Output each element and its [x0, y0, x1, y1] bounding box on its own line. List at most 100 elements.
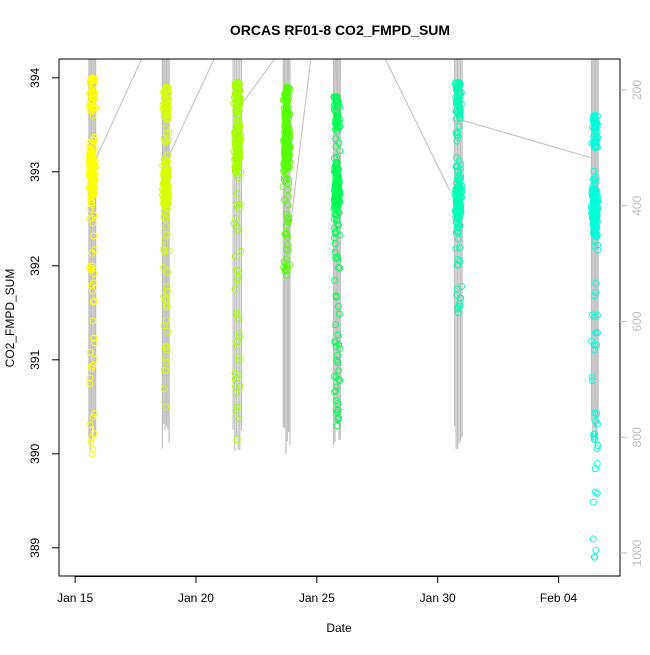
data-point [284, 192, 292, 200]
flight-series-rf01 [85, 74, 100, 458]
data-point [235, 356, 243, 364]
data-point [283, 211, 291, 218]
data-point [233, 311, 241, 319]
data-point [163, 84, 171, 92]
data-point [455, 122, 463, 130]
data-point [332, 120, 340, 128]
data-point [92, 104, 100, 112]
data-point [90, 211, 98, 219]
data-point [89, 413, 97, 421]
data-point [88, 159, 96, 167]
data-point [284, 145, 291, 153]
data-point [87, 156, 95, 164]
data-point [233, 101, 241, 109]
data-point [336, 231, 344, 239]
data-point [332, 383, 340, 391]
data-point [285, 175, 293, 183]
y-tick-label: 390 [28, 443, 42, 463]
data-point [235, 118, 243, 126]
y-tick-label: 394 [28, 67, 42, 87]
data-point [234, 120, 242, 128]
data-point [590, 292, 598, 300]
data-point [333, 253, 341, 261]
data-point [162, 98, 170, 106]
data-point [235, 205, 243, 213]
data-point [330, 234, 338, 242]
data-point [234, 113, 242, 121]
data-point [283, 83, 291, 91]
data-point [590, 167, 598, 175]
data-point [335, 178, 343, 186]
data-point [88, 74, 96, 82]
data-point [86, 215, 94, 223]
data-point [234, 105, 242, 113]
data-point [87, 99, 95, 107]
data-point [335, 414, 343, 421]
data-point [590, 223, 598, 231]
data-point [86, 205, 94, 213]
data-point [453, 154, 460, 162]
data-point [284, 142, 292, 150]
data-point [335, 367, 343, 375]
data-point [336, 264, 344, 272]
flight-series-rf06 [451, 79, 466, 317]
data-point [591, 430, 599, 438]
y-tick-label: 391 [28, 349, 42, 369]
data-point [284, 201, 292, 209]
data-point [331, 182, 339, 190]
data-point [332, 292, 340, 300]
data-point [452, 163, 460, 171]
data-point [234, 267, 241, 275]
data-point [333, 211, 341, 219]
data-point [456, 115, 464, 123]
data-point [160, 134, 168, 142]
x-tick-label: Jan 25 [299, 591, 335, 605]
data-point [88, 445, 96, 453]
data-point [160, 213, 168, 221]
data-point [284, 218, 292, 226]
data-point [90, 355, 98, 363]
data-point [333, 200, 341, 208]
data-point [232, 137, 240, 145]
data-point [162, 403, 170, 411]
data-point [233, 79, 241, 86]
data-point [235, 371, 243, 379]
transit-line [461, 119, 591, 159]
data-point [593, 329, 601, 336]
data-point [452, 184, 460, 192]
data-point [162, 295, 170, 303]
data-point [161, 93, 169, 101]
data-point [453, 131, 461, 139]
data-point [284, 112, 292, 120]
data-point [89, 317, 97, 325]
data-point [331, 249, 339, 256]
data-point [590, 341, 598, 349]
data-point [592, 279, 600, 287]
data-point [334, 164, 341, 172]
data-point [283, 165, 291, 173]
data-point [594, 112, 601, 120]
data-point [162, 161, 170, 169]
data-point [452, 93, 460, 101]
data-point [454, 166, 462, 174]
data-point [592, 417, 599, 425]
data-point [332, 387, 340, 395]
data-point [232, 93, 240, 101]
data-point [233, 436, 241, 444]
y2-tick-label: 200 [630, 80, 644, 100]
data-point [234, 273, 242, 281]
data-point [90, 176, 98, 184]
data-point [283, 96, 290, 104]
data-point [332, 135, 340, 143]
data-point [593, 445, 601, 453]
transit-line [384, 58, 451, 191]
data-point [334, 400, 342, 408]
data-point [164, 268, 171, 276]
data-point [331, 277, 339, 284]
x-axis-label: Date [326, 621, 352, 635]
data-point [333, 351, 341, 359]
flight-series-rf02 [158, 83, 173, 411]
data-point [282, 96, 290, 104]
flight-series-rf05 [330, 93, 344, 430]
